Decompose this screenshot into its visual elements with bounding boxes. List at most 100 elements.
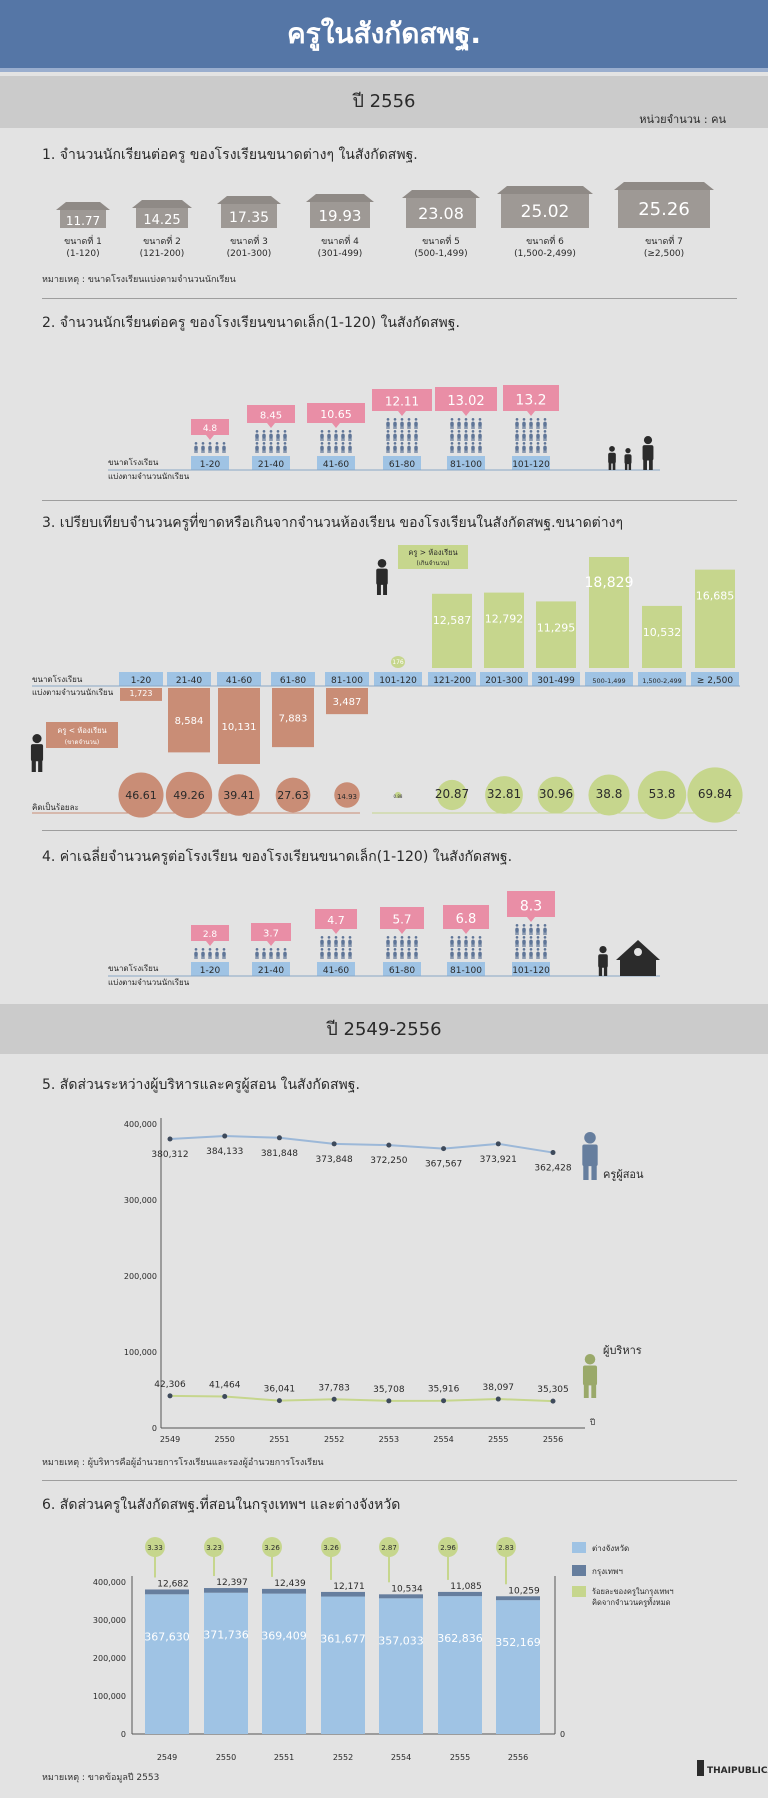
student-icon-head [515,442,519,445]
student-icon [283,442,287,453]
student-icon-leg [450,437,452,441]
student-icon-leg [531,437,533,441]
student-icon-leg [538,437,540,441]
student-icon-leg [393,437,395,441]
student-icon [386,430,390,441]
student-icon [320,442,324,453]
shortage-value: 10,131 [222,722,257,733]
student-icon-leg [409,437,411,441]
student-icon-leg [515,943,517,947]
student-icon-head [522,924,526,927]
student-icon [536,936,540,947]
student-icon-leg [478,955,480,959]
percent-value: 30.96 [539,787,573,801]
school-range-box [271,672,315,686]
student-icon-leg [466,425,468,429]
bangkok-value: 12,439 [274,1579,306,1589]
student-icon-leg [402,955,404,959]
student-icon-leg [464,425,466,429]
student-icon-head [529,924,533,927]
data-label: 38,097 [483,1383,515,1393]
student-icon [327,948,331,959]
student-icon-leg [450,943,452,947]
student-icon-head [222,948,226,951]
student-icon [471,948,475,959]
family-icon-head [609,446,615,452]
student-icon-head [478,442,482,445]
student-icon-leg [473,943,475,947]
teacher-icon-leg [598,966,603,976]
student-icon [407,936,411,947]
student-icon-leg [473,955,475,959]
data-label: 380,312 [151,1150,188,1160]
student-icon [450,430,454,441]
student-icon-leg [388,943,390,947]
value-bubble-tail [267,941,275,946]
student-icon-leg [452,943,454,947]
data-point [331,1396,337,1402]
student-icon [464,418,468,429]
student-icon-head [457,442,461,445]
school-house-icon [616,940,660,976]
student-icon-body [471,421,475,427]
section-2-graphic: 1-20 4.8 21-40 8.45 41-60 10.65 61-80 12.11 81-1… [108,385,660,481]
percent-circle [496,1537,516,1557]
student-icon [515,442,519,453]
value-bubble [191,925,229,941]
student-icon-body [208,445,212,451]
student-icon-head [327,442,331,445]
province-value: 362,836 [437,1632,483,1645]
student-icon-leg [478,943,480,947]
student-icon [255,442,259,453]
student-icon-leg [457,449,459,453]
student-icon [515,430,519,441]
student-icon-leg [203,955,205,959]
student-icon-leg [400,955,402,959]
student-icon-leg [336,437,338,441]
teacher-over-icon-head [377,559,387,568]
percent-value: 53.8 [649,787,676,801]
student-icon-leg [343,449,345,453]
row-label: แบ่งตามจำนวนนักเรียน [108,978,190,987]
student-icon-leg [536,437,538,441]
percent-circle [334,782,360,808]
student-icon-body [269,433,273,439]
student-icon-leg [515,955,517,959]
teacher-icon-body [598,954,608,968]
data-label: 37,783 [318,1383,350,1393]
student-icon-leg [257,955,259,959]
family-icon-body [624,454,632,465]
school-size-label: ขนาดที่ 7 [645,234,683,247]
school-building-icon [56,202,110,228]
student-icon-leg [457,943,459,947]
student-icon [457,948,461,959]
student-icon-leg [471,955,473,959]
value-bubble [315,909,357,929]
school-range-label: 21-40 [258,460,284,470]
student-icon-leg [276,449,278,453]
student-icon-body [386,939,390,945]
student-icon-body [334,445,338,451]
student-icon-leg [329,955,331,959]
school-building-icon [132,200,192,228]
student-icon-head [414,948,418,951]
student-icon-body [215,445,219,451]
student-icon-leg [414,955,416,959]
student-icon-body [320,433,324,439]
student-icon-body [400,421,404,427]
students-per-teacher-value: 25.26 [638,199,690,220]
student-icon-body [536,939,540,945]
province-bar [145,1594,189,1734]
student-icon-body [276,951,280,957]
family-icon-leg [649,459,653,470]
student-icon-head [400,430,404,433]
student-icon-leg [393,449,395,453]
year-band-2556: ปี 2556 [0,76,768,128]
student-icon-head [393,948,397,951]
percent-circle [275,777,311,813]
data-point [441,1146,447,1152]
student-icon [201,442,205,453]
data-point [222,1393,228,1399]
student-icon-leg [400,943,402,947]
student-icon-body [529,939,533,945]
